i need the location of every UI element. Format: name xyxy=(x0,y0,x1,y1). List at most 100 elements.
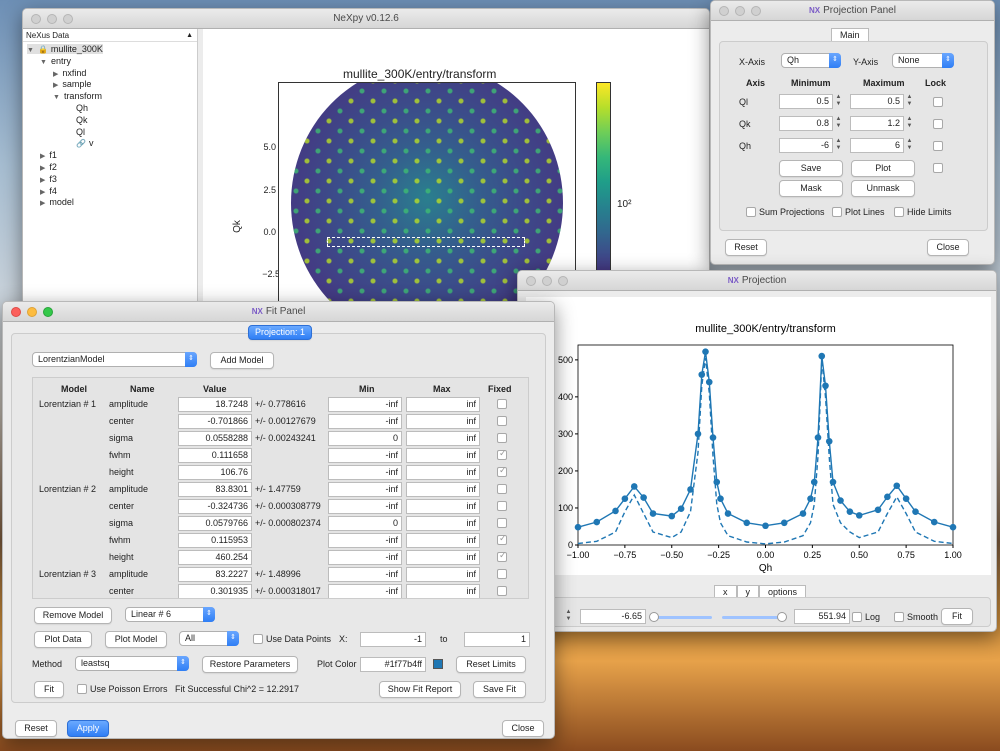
parameter-fixed-checkbox[interactable] xyxy=(497,433,507,443)
x-max-slider[interactable] xyxy=(722,612,787,622)
plot-choice-select[interactable]: All ⇕ xyxy=(179,631,239,646)
close-icon[interactable] xyxy=(719,6,729,16)
reset-limits-button[interactable]: Reset Limits xyxy=(456,656,526,673)
spinner-arrows-icon[interactable]: ▲ ▼ xyxy=(906,94,913,107)
parameter-value-field[interactable]: 0.0558288 xyxy=(178,431,252,446)
plot-model-button[interactable]: Plot Model xyxy=(105,631,167,648)
model-choice-select[interactable]: Linear # 6 ⇕ xyxy=(125,607,215,622)
tree-item[interactable]: ▶ sample xyxy=(53,79,91,89)
selection-rectangle[interactable] xyxy=(327,237,525,247)
parameter-min-field[interactable]: -inf xyxy=(328,584,402,598)
minimize-icon[interactable] xyxy=(27,307,37,317)
y-axis-select[interactable]: None ⇕ xyxy=(892,53,954,68)
sum-projections-checkbox[interactable] xyxy=(746,207,756,217)
collapsed-arrow-icon[interactable]: ▶ xyxy=(40,165,46,172)
parameter-min-field[interactable]: -inf xyxy=(328,482,402,497)
save-button[interactable]: Save xyxy=(779,160,843,177)
parameter-fixed-checkbox[interactable] xyxy=(497,399,507,409)
axis-lock-checkbox[interactable] xyxy=(933,97,943,107)
parameter-max-field[interactable]: inf xyxy=(406,567,480,582)
tree-item[interactable]: ▶ f1 xyxy=(40,150,57,160)
axis-lock-checkbox[interactable] xyxy=(933,141,943,151)
parameter-max-field[interactable]: inf xyxy=(406,499,480,514)
parameter-value-field[interactable]: 106.76 xyxy=(178,465,252,480)
minimize-icon[interactable] xyxy=(47,14,57,24)
tree-item[interactable]: ▼ 🔒 mullite_300K xyxy=(27,44,103,54)
parameter-fixed-checkbox[interactable] xyxy=(497,448,507,460)
parameter-fixed-checkbox[interactable] xyxy=(497,550,507,562)
slider-handle-icon[interactable] xyxy=(777,612,787,622)
parameter-min-field[interactable]: -inf xyxy=(328,414,402,429)
parameter-min-field[interactable]: -inf xyxy=(328,465,402,480)
parameter-max-field[interactable]: inf xyxy=(406,584,480,598)
unmask-button[interactable]: Unmask xyxy=(851,180,915,197)
tree-item[interactable]: ▼ entry xyxy=(40,56,71,66)
tree-item[interactable]: ▶ model xyxy=(40,197,74,207)
parameter-value-field[interactable]: 18.7248 xyxy=(178,397,252,412)
parameter-max-field[interactable]: inf xyxy=(406,431,480,446)
tree-item[interactable]: Qk xyxy=(66,115,88,125)
show-fit-report-button[interactable]: Show Fit Report xyxy=(379,681,461,698)
parameter-value-field[interactable]: 83.8301 xyxy=(178,482,252,497)
axis-min-field[interactable]: -6 xyxy=(779,138,833,153)
tree-item[interactable]: ▶ f2 xyxy=(40,162,57,172)
plot-button[interactable]: Plot xyxy=(851,160,915,177)
parameter-fixed-checkbox[interactable] xyxy=(497,586,507,596)
zoom-icon[interactable] xyxy=(63,14,73,24)
parameter-min-field[interactable]: 0 xyxy=(328,516,402,531)
plot-lines-checkbox[interactable] xyxy=(832,207,842,217)
projection-chart[interactable]: mullite_300K/entry/transform −1.00 −0.75 −0… xyxy=(526,297,991,575)
x-min-slider[interactable] xyxy=(649,612,712,622)
mask-button[interactable]: Mask xyxy=(779,180,843,197)
tree-item[interactable]: Ql xyxy=(66,127,85,137)
hide-limits-checkbox[interactable] xyxy=(894,207,904,217)
parameter-min-field[interactable]: -inf xyxy=(328,499,402,514)
close-icon[interactable] xyxy=(11,307,21,317)
close-icon[interactable] xyxy=(31,14,41,24)
tree-item[interactable]: ▶ f3 xyxy=(40,174,57,184)
parameter-min-field[interactable]: 0 xyxy=(328,431,402,446)
axis-lock-checkbox[interactable] xyxy=(933,119,943,129)
add-model-button[interactable]: Add Model xyxy=(210,352,274,369)
fit-panel-titlebar[interactable]: NX Fit Panel xyxy=(3,302,554,322)
projection-selector-button[interactable]: Projection: 1 xyxy=(248,325,312,340)
axis-min-field[interactable]: 0.8 xyxy=(779,116,833,131)
spinner-arrows-icon[interactable]: ▲ ▼ xyxy=(906,116,913,129)
parameter-value-field[interactable]: -0.324736 xyxy=(178,499,252,514)
log-checkbox[interactable] xyxy=(852,612,862,622)
parameter-value-field[interactable]: 0.301935 xyxy=(178,584,252,598)
parameter-fixed-checkbox[interactable] xyxy=(497,416,507,426)
method-select[interactable]: leastsq ⇕ xyxy=(75,656,189,671)
plot-data-button[interactable]: Plot Data xyxy=(34,631,92,648)
projection-panel-titlebar[interactable]: NX Projection Panel xyxy=(711,1,994,21)
parameter-max-field[interactable]: inf xyxy=(406,482,480,497)
parameter-max-field[interactable]: inf xyxy=(406,533,480,548)
restore-parameters-button[interactable]: Restore Parameters xyxy=(202,656,298,673)
spinner-arrows-icon[interactable]: ▲ ▼ xyxy=(565,609,572,622)
slider-handle-icon[interactable] xyxy=(649,612,659,622)
parameter-min-field[interactable]: -inf xyxy=(328,567,402,582)
tree-item[interactable]: Qh xyxy=(66,103,88,113)
x-from-field[interactable]: -1 xyxy=(360,632,426,647)
plot-color-swatch[interactable] xyxy=(433,659,443,669)
spinner-arrows-icon[interactable]: ▲ ▼ xyxy=(835,94,842,107)
parameter-value-field[interactable]: 0.0579766 xyxy=(178,516,252,531)
reset-button[interactable]: Reset xyxy=(725,239,767,256)
x-axis-select[interactable]: Qh ⇕ xyxy=(781,53,841,68)
tree-item[interactable]: ▶ f4 xyxy=(40,186,57,196)
reset-button[interactable]: Reset xyxy=(15,720,57,737)
axis-max-field[interactable]: 1.2 xyxy=(850,116,904,131)
main-titlebar[interactable]: NeXpy v0.12.6 xyxy=(23,9,709,29)
spinner-arrows-icon[interactable]: ▲ ▼ xyxy=(835,138,842,151)
collapsed-arrow-icon[interactable]: ▶ xyxy=(53,82,59,90)
plot-lock-checkbox[interactable] xyxy=(933,163,943,173)
close-icon[interactable] xyxy=(526,276,536,286)
parameter-max-field[interactable]: inf xyxy=(406,414,480,429)
tree-item[interactable]: ▼ transform xyxy=(53,91,102,101)
parameter-max-field[interactable]: inf xyxy=(406,448,480,463)
apply-button[interactable]: Apply xyxy=(67,720,109,737)
scroll-up-icon[interactable]: ▲ xyxy=(186,32,193,39)
parameter-min-field[interactable]: -inf xyxy=(328,397,402,412)
parameter-fixed-checkbox[interactable] xyxy=(497,484,507,494)
parameter-fixed-checkbox[interactable] xyxy=(497,518,507,528)
